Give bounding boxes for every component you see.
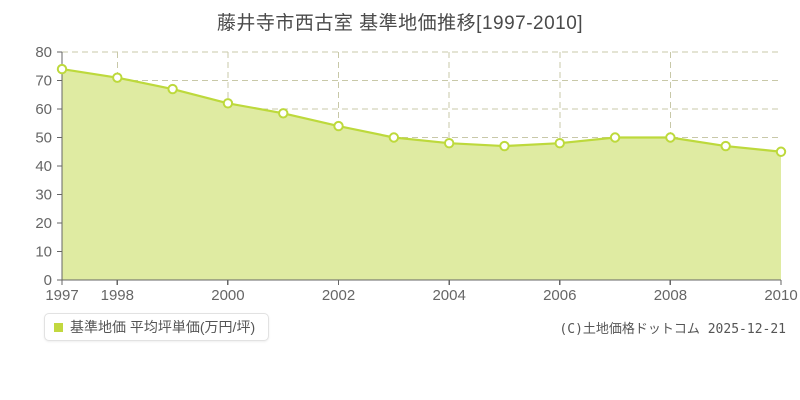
y-axis-tick-label: 10 <box>35 244 52 261</box>
x-axis-tick-label: 2006 <box>543 287 576 304</box>
data-markers <box>56 63 787 157</box>
x-axis-tick-label: 2000 <box>211 287 244 304</box>
x-axis-tick-label: 1998 <box>101 287 134 304</box>
y-axis-tick-label: 50 <box>35 130 52 147</box>
legend-swatch-icon <box>54 322 63 332</box>
legend-series-label: 基準地価 平均坪単価(万円/坪) <box>70 319 256 335</box>
copyright-notice: (C)土地価格ドットコム 2025-12-21 <box>559 322 786 337</box>
x-axis-tick-label: 1997 <box>45 287 78 304</box>
area-fill <box>62 69 781 280</box>
x-axis-tick-label: 2004 <box>432 287 465 304</box>
y-axis-tick-label: 40 <box>35 158 52 175</box>
chart-legend[interactable]: 基準地価 平均坪単価(万円/坪) <box>44 313 270 341</box>
data-line <box>60 68 783 153</box>
x-axis-tick-label: 2002 <box>322 287 355 304</box>
x-axis-labels: 1997 1998 2000 2002 2004 2006 2008 2010 <box>45 287 797 304</box>
y-axis-tick-label: 20 <box>35 215 52 232</box>
tick-marks <box>57 51 782 285</box>
y-axis-tick-label: 30 <box>35 187 52 204</box>
y-axis-labels: 0 10 20 30 40 50 60 70 80 <box>35 44 52 289</box>
chart-title-text: 藤井寺市西古室 基準地価推移[1997-2010] <box>216 13 584 34</box>
x-axis-tick-label: 2008 <box>654 287 687 304</box>
y-axis-tick-label: 80 <box>35 44 52 61</box>
y-axis-tick-label: 0 <box>44 272 52 289</box>
y-axis-tick-label: 70 <box>35 73 52 90</box>
page-title: 藤井寺市西古室 基準地価推移[1997-2010] <box>0 8 800 35</box>
y-axis-tick-label: 60 <box>35 101 52 118</box>
x-axis-tick-label: 2010 <box>764 287 797 304</box>
